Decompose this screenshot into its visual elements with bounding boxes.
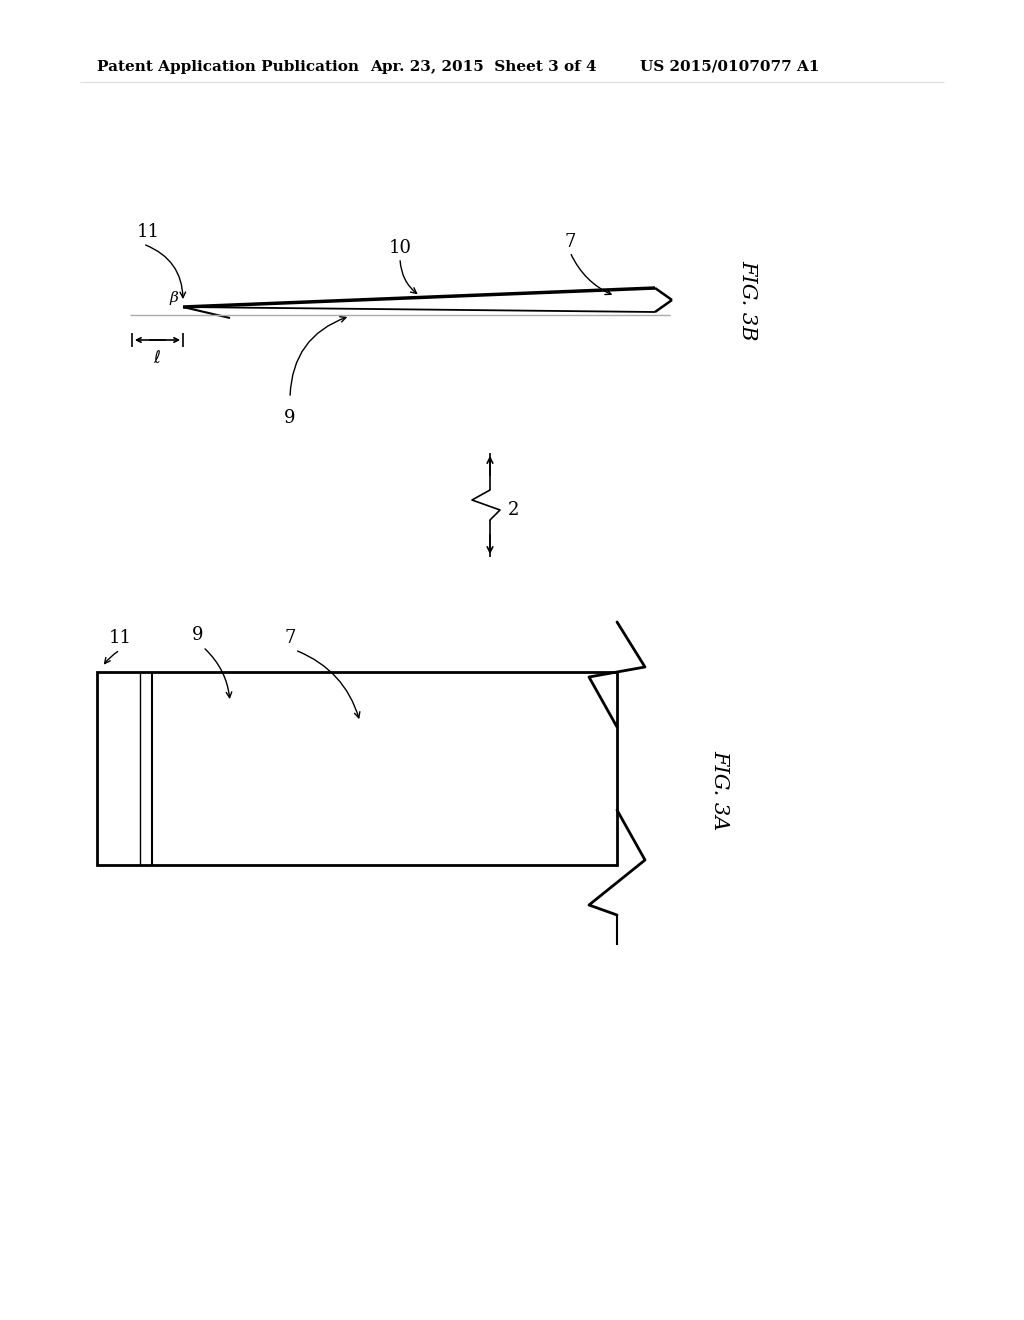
Text: 9: 9 <box>193 626 204 644</box>
Text: FIG. 3A: FIG. 3A <box>711 750 729 830</box>
Text: FIG. 3B: FIG. 3B <box>738 260 758 341</box>
Text: 9: 9 <box>285 409 296 426</box>
Text: Patent Application Publication: Patent Application Publication <box>97 59 359 74</box>
Text: $\ell$: $\ell$ <box>154 350 162 367</box>
Bar <box>97 672 617 865</box>
Text: Apr. 23, 2015  Sheet 3 of 4: Apr. 23, 2015 Sheet 3 of 4 <box>370 59 597 74</box>
Text: 11: 11 <box>109 630 131 647</box>
Text: β: β <box>169 290 178 305</box>
Text: 11: 11 <box>136 223 160 242</box>
Text: 2: 2 <box>508 502 519 519</box>
Text: 7: 7 <box>564 234 575 251</box>
Text: US 2015/0107077 A1: US 2015/0107077 A1 <box>640 59 819 74</box>
Text: 7: 7 <box>285 630 296 647</box>
Text: 10: 10 <box>388 239 412 257</box>
